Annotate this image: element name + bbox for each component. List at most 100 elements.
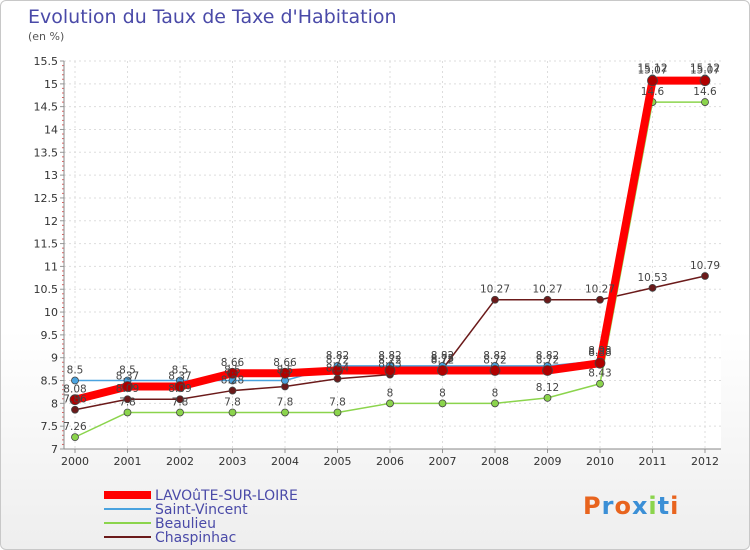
y-tick-label: 13.5 — [34, 146, 59, 159]
y-tick-label: 13 — [44, 169, 58, 182]
series-point-3 — [701, 272, 709, 280]
series-point-2 — [228, 408, 237, 417]
data-label: 8 — [387, 387, 394, 399]
data-label: 15.07 — [637, 65, 667, 77]
series-point-3 — [596, 295, 604, 304]
series-point-2 — [386, 399, 394, 408]
data-label: 8.82 — [326, 350, 349, 362]
series-point-2 — [281, 408, 289, 417]
data-label: 10.79 — [690, 260, 720, 272]
data-label: 8.66 — [273, 357, 297, 369]
series-point-3 — [123, 395, 132, 404]
legend-label-2: Beaulieu — [155, 516, 216, 532]
data-label: 10.53 — [637, 272, 667, 284]
data-label: 8.12 — [536, 382, 559, 394]
proxiti-logo: Proxiti — [583, 492, 679, 520]
data-label: 10.27 — [532, 284, 562, 296]
x-tick-label: 2008 — [481, 455, 509, 468]
series-point-0 — [699, 75, 711, 87]
logo-letter: r — [601, 492, 615, 520]
data-label: 8.37 — [116, 370, 139, 382]
data-label: 8.09 — [168, 383, 191, 395]
x-tick-label: 2009 — [534, 455, 562, 468]
y-tick-label: 9.5 — [41, 329, 59, 342]
series-point-0 — [279, 367, 291, 379]
data-label: 8.93 — [588, 345, 611, 357]
y-tick-label: 14.5 — [34, 101, 59, 114]
x-tick-label: 2005 — [324, 455, 352, 468]
data-label: 8.75 — [431, 353, 454, 365]
y-tick-label: 11.5 — [34, 238, 59, 251]
data-label: 8.82 — [536, 350, 559, 362]
data-label: 8.82 — [378, 350, 401, 362]
y-tick-label: 11 — [44, 260, 58, 273]
data-label: 15.12 — [690, 62, 720, 74]
y-tick-label: 10.5 — [34, 283, 59, 296]
legend-label-0: LAVOûTE-SUR-LOIRE — [155, 488, 298, 504]
series-point-2 — [491, 399, 499, 408]
y-tick-label: 7.5 — [41, 420, 59, 433]
data-label: 7.86 — [63, 394, 87, 406]
y-tick-label: 9 — [51, 352, 58, 365]
data-label: 8.72 — [483, 354, 506, 366]
series-point-2 — [176, 408, 184, 417]
data-label: 8.54 — [326, 363, 350, 375]
data-label: 15.07 — [690, 65, 720, 77]
x-tick-label: 2012 — [691, 455, 719, 468]
data-label: 10.27 — [480, 284, 510, 296]
data-label: 7.26 — [63, 421, 87, 433]
series-point-0 — [542, 365, 553, 376]
legend-label-1: Saint-Vincent — [155, 502, 248, 518]
data-label: 8.37 — [168, 370, 191, 382]
x-tick-label: 2004 — [271, 455, 299, 468]
logo-letter: P — [583, 492, 602, 520]
legend-label-3: Chaspinhac — [155, 530, 236, 546]
y-tick-label: 12 — [44, 215, 58, 228]
x-tick-label: 2011 — [639, 455, 667, 468]
data-label: 8.09 — [116, 383, 139, 395]
data-label: 8.72 — [536, 354, 559, 366]
x-tick-label: 2001 — [114, 455, 142, 468]
series-point-3 — [491, 295, 499, 304]
y-tick-label: 8.5 — [41, 375, 59, 388]
series-point-3 — [228, 386, 237, 395]
data-label: 7.8 — [277, 396, 294, 408]
data-label: 7.8 — [329, 396, 346, 408]
data-label: 8.28 — [221, 375, 244, 387]
chart-unit: (en %) — [28, 30, 65, 43]
x-tick-label: 2000 — [61, 455, 89, 468]
data-label: 8.66 — [221, 357, 245, 369]
data-label: 8.5 — [277, 365, 294, 377]
y-tick-label: 10 — [44, 306, 58, 319]
data-label: 10.27 — [585, 284, 615, 296]
data-label: 8.72 — [431, 354, 454, 366]
data-label: 8.5 — [119, 365, 136, 377]
series-point-2 — [701, 98, 709, 106]
x-tick-label: 2002 — [166, 455, 194, 468]
series-point-0 — [69, 394, 81, 406]
data-label: 14.6 — [641, 86, 665, 98]
y-tick-label: 15 — [44, 78, 58, 91]
data-label: 8.82 — [431, 350, 454, 362]
data-label: 7.8 — [172, 396, 189, 408]
y-tick-label: 12.5 — [34, 192, 59, 205]
logo-letter: x — [631, 492, 649, 520]
series-point-2 — [71, 433, 79, 442]
logo-letter: i — [648, 492, 658, 520]
data-label: 7.8 — [119, 396, 136, 408]
series-point-2 — [333, 408, 342, 417]
logo-letter: o — [614, 492, 632, 520]
series-point-2 — [596, 379, 604, 388]
x-tick-label: 2007 — [429, 455, 457, 468]
data-label: 7.8 — [224, 396, 241, 408]
series-point-0 — [489, 365, 501, 376]
y-tick-label: 8 — [51, 397, 58, 410]
data-label: 8.82 — [483, 350, 506, 362]
series-point-3 — [648, 283, 657, 292]
series-point-1 — [71, 376, 79, 385]
series-point-2 — [438, 399, 447, 408]
series-point-0 — [227, 367, 238, 379]
series-point-2 — [123, 408, 132, 417]
data-label: 8 — [439, 387, 446, 399]
